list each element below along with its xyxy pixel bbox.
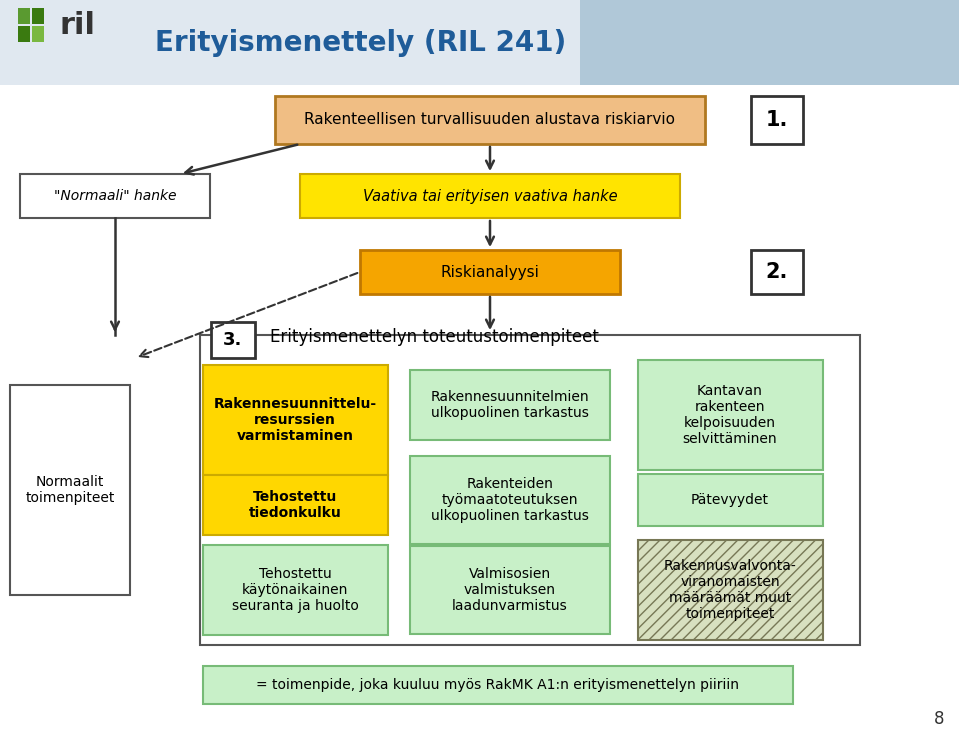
FancyBboxPatch shape — [638, 360, 823, 470]
FancyBboxPatch shape — [410, 370, 610, 440]
Text: Vaativa tai erityisen vaativa hanke: Vaativa tai erityisen vaativa hanke — [363, 188, 618, 204]
Text: Rakennesuunnittelu-
resurssien
varmistaminen: Rakennesuunnittelu- resurssien varmistam… — [214, 397, 377, 444]
Text: Erityismenettelyn toteutustoimenpiteet: Erityismenettelyn toteutustoimenpiteet — [270, 328, 598, 346]
Text: Rakenteellisen turvallisuuden alustava riskiarvio: Rakenteellisen turvallisuuden alustava r… — [305, 112, 675, 128]
Text: Rakenteiden
työmaatoteutuksen
ulkopuolinen tarkastus: Rakenteiden työmaatoteutuksen ulkopuolin… — [431, 477, 589, 523]
FancyBboxPatch shape — [638, 540, 823, 640]
Text: = toimenpide, joka kuuluu myös RakMK A1:n erityismenettelyn piiriin: = toimenpide, joka kuuluu myös RakMK A1:… — [256, 678, 739, 692]
Text: Rakennesuunnitelmien
ulkopuolinen tarkastus: Rakennesuunnitelmien ulkopuolinen tarkas… — [431, 390, 590, 420]
Text: 8: 8 — [933, 710, 944, 728]
Text: Tehostettu
käytönaikainen
seuranta ja huolto: Tehostettu käytönaikainen seuranta ja hu… — [231, 567, 359, 613]
Text: Valmisosien
valmistuksen
laadunvarmistus: Valmisosien valmistuksen laadunvarmistus — [452, 567, 568, 613]
Text: ril: ril — [60, 12, 96, 41]
FancyBboxPatch shape — [751, 96, 803, 144]
Text: Normaalit
toimenpiteet: Normaalit toimenpiteet — [25, 475, 115, 505]
FancyBboxPatch shape — [202, 545, 387, 635]
FancyBboxPatch shape — [203, 666, 793, 704]
FancyBboxPatch shape — [211, 322, 255, 358]
FancyBboxPatch shape — [410, 456, 610, 544]
Text: 3.: 3. — [223, 331, 243, 349]
Polygon shape — [32, 8, 44, 24]
FancyBboxPatch shape — [0, 0, 959, 85]
Polygon shape — [32, 26, 44, 42]
Text: Erityismenettely (RIL 241): Erityismenettely (RIL 241) — [155, 29, 566, 57]
Text: "Normaali" hanke: "Normaali" hanke — [54, 189, 176, 203]
FancyBboxPatch shape — [202, 365, 387, 475]
Text: 2.: 2. — [766, 262, 788, 282]
FancyBboxPatch shape — [638, 474, 823, 526]
FancyBboxPatch shape — [751, 250, 803, 294]
FancyBboxPatch shape — [360, 250, 620, 294]
FancyBboxPatch shape — [202, 475, 387, 535]
FancyBboxPatch shape — [200, 335, 860, 645]
FancyBboxPatch shape — [275, 96, 705, 144]
Text: 1.: 1. — [766, 110, 788, 130]
Text: Pätevyydet: Pätevyydet — [691, 493, 769, 507]
FancyBboxPatch shape — [10, 385, 130, 595]
Text: Rakennusvalvonta-
viranomaisten
määräämät muut
toimenpiteet: Rakennusvalvonta- viranomaisten määräämä… — [664, 559, 796, 621]
Polygon shape — [18, 8, 30, 24]
Polygon shape — [18, 26, 30, 42]
Text: Kantavan
rakenteen
kelpoisuuden
selvittäminen: Kantavan rakenteen kelpoisuuden selvittä… — [683, 384, 778, 446]
FancyBboxPatch shape — [410, 546, 610, 634]
FancyBboxPatch shape — [20, 174, 210, 218]
Text: Riskianalyysi: Riskianalyysi — [440, 264, 539, 280]
FancyBboxPatch shape — [580, 0, 959, 85]
FancyBboxPatch shape — [300, 174, 680, 218]
Text: Tehostettu
tiedonkulku: Tehostettu tiedonkulku — [248, 490, 341, 520]
